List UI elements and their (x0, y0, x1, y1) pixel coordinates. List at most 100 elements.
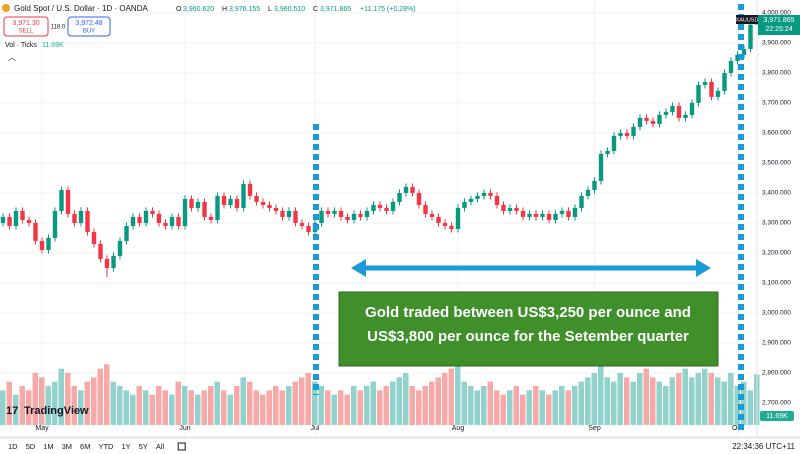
candle-body (247, 183, 253, 196)
volume-bar (455, 360, 461, 425)
spread: 118.0 (51, 25, 66, 31)
candle-body (124, 225, 129, 241)
candle-body (657, 114, 662, 124)
candle-body (644, 117, 649, 121)
volume-bar (442, 373, 448, 425)
volume-bar (526, 390, 532, 425)
candle-body (241, 183, 246, 208)
l-label: L (268, 6, 272, 13)
candle-body (345, 216, 350, 220)
volume-bar (435, 377, 441, 425)
candle-body (735, 54, 740, 61)
volume-bar (468, 386, 474, 425)
range-button[interactable]: All (156, 442, 165, 451)
candle-body (397, 192, 402, 202)
volume-bar (104, 364, 110, 425)
volume-bar (169, 394, 175, 425)
candle-body (117, 240, 123, 256)
volume-bar (676, 373, 682, 425)
volume-bar (130, 394, 136, 425)
x-tick-label: May (35, 425, 49, 432)
volume-bar (286, 386, 292, 425)
candle-body (98, 243, 103, 259)
volume-bar (201, 390, 207, 425)
volume-bar (572, 386, 578, 425)
volume-bar (396, 377, 402, 425)
volume-bar (325, 390, 331, 425)
candle-body (559, 210, 565, 214)
volume-bar (682, 368, 688, 425)
candle-body (338, 210, 344, 217)
candle-body (618, 132, 623, 136)
y-tick-label: 3,300.000 (762, 220, 791, 227)
candle-body (540, 213, 545, 217)
sell-button[interactable] (3, 16, 49, 37)
volume-bar (344, 394, 350, 425)
candle-body (130, 216, 136, 226)
volume-bar (279, 390, 285, 425)
calendar-icon[interactable] (177, 442, 186, 451)
volume-bar (351, 386, 357, 425)
volume-bar (422, 386, 428, 425)
volume-bar (741, 381, 747, 425)
volume-bar (13, 394, 19, 425)
volume-bar (734, 386, 740, 425)
volume-bar (409, 386, 415, 425)
range-button[interactable]: 6M (80, 442, 90, 451)
candle-body (436, 216, 441, 223)
candle-body (39, 240, 45, 250)
candle-body (429, 213, 435, 217)
range-button[interactable]: 5D (26, 442, 36, 451)
candle-body (527, 213, 532, 217)
annotation-text: Gold traded between US$3,250 per ounce a… (365, 304, 691, 321)
candle-body (449, 225, 454, 229)
candle-body (33, 222, 38, 241)
volume-bar (58, 368, 64, 425)
volume-bar (97, 368, 103, 425)
range-button[interactable]: 5Y (139, 442, 148, 451)
volume-bar (149, 394, 155, 425)
candle-body (663, 111, 669, 115)
volume-bar (637, 373, 643, 425)
volume-bar (500, 394, 506, 425)
volume-bar (598, 364, 604, 425)
sell-price: 3,971.30 (12, 20, 39, 27)
candle-body (163, 222, 168, 226)
volume-bar (669, 377, 675, 425)
logo: TradingView (24, 405, 89, 417)
candle-body (189, 198, 194, 208)
volume-bar (32, 373, 38, 425)
candle-body (455, 207, 461, 229)
candle-body (462, 201, 467, 208)
candle-body (475, 195, 480, 199)
range-button[interactable]: 1Y (121, 442, 130, 451)
price-tag-value: 3,971.865 (763, 17, 794, 24)
logo-icon: 17 (6, 405, 18, 417)
range-button[interactable]: YTD (98, 442, 114, 451)
o-label: O (176, 6, 182, 13)
range-button[interactable]: 1M (43, 442, 53, 451)
candle-body (202, 201, 207, 217)
candle-body (683, 114, 688, 118)
buy-button[interactable] (67, 16, 111, 37)
candle-body (442, 222, 448, 226)
collapse[interactable]: ︿ (8, 53, 16, 62)
candle-body (494, 195, 500, 205)
high: 3,976.155 (229, 6, 260, 13)
volume-bar (331, 394, 337, 425)
candle-body (488, 192, 493, 196)
candle-body (260, 201, 266, 205)
candle-body (137, 216, 142, 223)
volume-bar (247, 381, 253, 425)
range-button[interactable]: 3M (62, 442, 72, 451)
volume-bar (604, 377, 610, 425)
low: 3,960.510 (274, 6, 305, 13)
candle-body (520, 210, 526, 217)
volume-bar (474, 390, 480, 425)
volume-bar (0, 390, 6, 425)
range-button[interactable]: 1D (8, 442, 18, 451)
volume-bar (253, 390, 259, 425)
y-tick-label: 3,800.000 (762, 70, 791, 77)
volume-bar (416, 390, 422, 425)
